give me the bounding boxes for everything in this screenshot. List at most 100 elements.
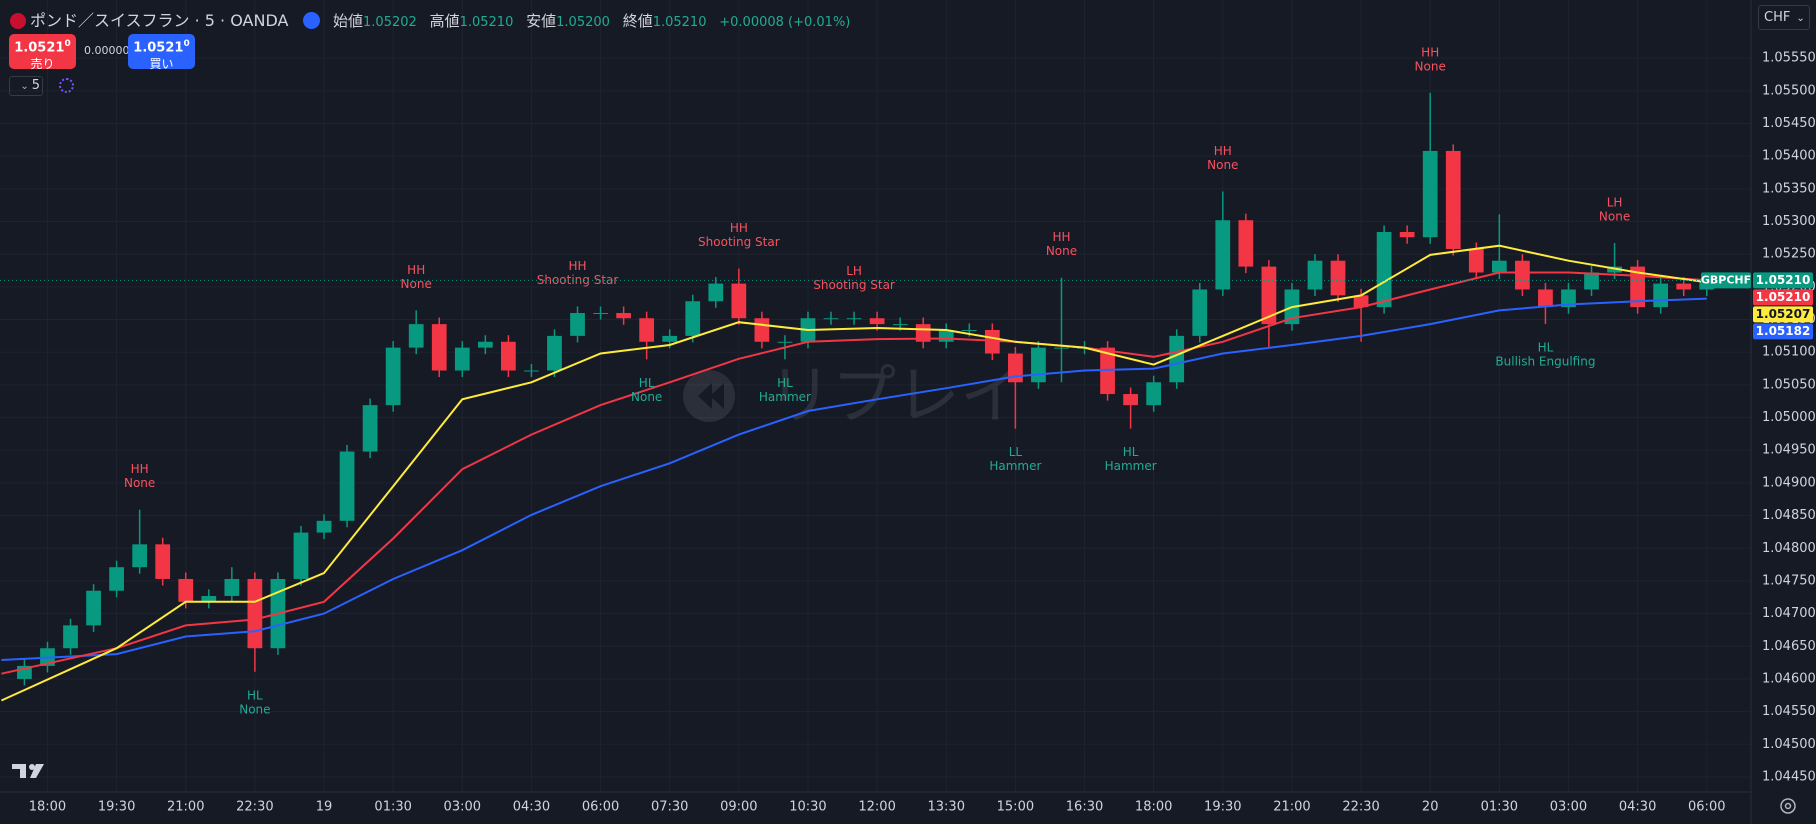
candle-body: [224, 578, 240, 596]
x-tick-label: 04:30: [513, 800, 550, 815]
x-tick-label: 13:30: [928, 800, 965, 815]
candle-body: [570, 313, 585, 336]
indicator-icon[interactable]: [59, 78, 74, 93]
y-tick-label: 1.05500: [1762, 83, 1816, 98]
currency-select[interactable]: CHF ⌄: [1758, 5, 1810, 30]
x-tick-label: 06:00: [582, 800, 619, 815]
change: +0.00008 (+0.01%): [719, 15, 851, 30]
candle-body: [639, 318, 655, 342]
interval-toggle[interactable]: ⌄ 5: [9, 76, 43, 96]
moving-average-line: [0, 244, 1707, 702]
candle-body: [1054, 347, 1069, 349]
candle-body: [155, 544, 171, 579]
candle-body: [1031, 347, 1046, 383]
y-tick-label: 1.04950: [1762, 443, 1816, 458]
sell-label[interactable]: 売り: [30, 57, 55, 72]
pivot-label: HH: [730, 221, 748, 235]
ohlc-high-label: 高値: [429, 12, 460, 30]
ohlc-low-value: 1.05200: [556, 15, 610, 30]
y-tick-label: 1.05550: [1762, 51, 1816, 66]
chevron[interactable]: ⌄: [1796, 13, 1805, 24]
candle-body: [1422, 150, 1438, 238]
replay-icon[interactable]: [303, 12, 321, 29]
tv-logo-part: [20, 764, 26, 778]
moving-average-line: [1, 271, 1707, 675]
pivot-pattern: None: [401, 277, 432, 291]
settings-gear-center[interactable]: [1784, 802, 1792, 810]
pivot-pattern: None: [239, 702, 270, 716]
candle-body: [593, 313, 608, 315]
pivot-label: LH: [1607, 196, 1623, 210]
candle-body: [846, 318, 862, 320]
candle-body: [1676, 283, 1692, 290]
pivot-label: HL: [247, 688, 263, 702]
ohlc-high-value: 1.05210: [459, 15, 514, 30]
y-tick-label: 1.04550: [1762, 704, 1816, 719]
sell-price[interactable]: 1.0521: [14, 40, 65, 56]
chevron[interactable]: ⌄: [20, 81, 29, 92]
candle-body: [178, 578, 194, 602]
x-tick-label: 06:00: [1688, 800, 1725, 815]
y-tick-label: 1.04900: [1762, 475, 1816, 490]
y-tick-label: 1.04750: [1762, 573, 1816, 588]
x-tick-label: 16:30: [1066, 800, 1103, 815]
x-tick-label: 19:30: [98, 800, 135, 815]
settings-gear[interactable]: [1780, 798, 1796, 814]
pivot-pattern: Shooting Star: [698, 235, 780, 249]
x-tick-label: 03:00: [1550, 800, 1587, 815]
price-badge-label: 1.05210: [1756, 290, 1811, 304]
x-tick-label: 01:30: [1481, 800, 1518, 815]
sell-button[interactable]: 1.05210 売り: [9, 34, 76, 72]
candle-body: [1468, 248, 1484, 273]
candle-body: [293, 532, 309, 579]
x-tick-label: 03:00: [444, 800, 481, 815]
candle-body: [1238, 220, 1254, 267]
candle-body: [477, 341, 493, 348]
moving-average-line: [1, 297, 1707, 661]
candle-body: [685, 301, 701, 336]
symbol-title: ポンド／スイスフラン · 5 · OANDA 始値1.05202 高値1.052…: [10, 7, 850, 31]
candle-body: [754, 318, 770, 342]
y-tick-label: 1.05400: [1762, 149, 1816, 164]
currency[interactable]: CHF: [1764, 10, 1791, 25]
buy-button[interactable]: 1.05210 買い: [128, 34, 195, 72]
candle-body: [1445, 150, 1461, 249]
candle-body: [1353, 295, 1369, 308]
candle-body: [247, 578, 263, 649]
y-tick-label: 1.05250: [1762, 247, 1816, 262]
sell-pip[interactable]: 0: [64, 39, 71, 49]
ohlc-close-value: 1.05210: [652, 15, 707, 30]
candle-body: [524, 370, 539, 372]
candle-body: [823, 318, 839, 320]
buy-label[interactable]: 買い: [149, 57, 174, 72]
candle-body: [1307, 260, 1323, 290]
candle-body: [501, 341, 516, 371]
pivot-pattern: None: [631, 390, 662, 404]
price-badge-label: 1.05210: [1756, 273, 1811, 287]
y-tick-label: 1.04600: [1762, 671, 1816, 686]
buy-price[interactable]: 1.0521: [133, 40, 184, 56]
candle-body: [731, 283, 747, 319]
x-tick-label: 15:00: [997, 800, 1034, 815]
candle-body: [1169, 335, 1185, 383]
flag-icon: [10, 13, 26, 29]
buy-pip[interactable]: 0: [183, 39, 190, 49]
pivot-pattern: Hammer: [989, 459, 1041, 473]
ohlc-low-label: 安値: [526, 12, 557, 30]
ohlc-open-label: 始値: [333, 12, 364, 30]
price-badge-label: 1.05207: [1756, 307, 1811, 321]
title-text: ポンド／スイスフラン · 5 · OANDA: [30, 11, 289, 30]
settings-icon[interactable]: [1780, 798, 1796, 814]
pivot-label: HH: [1052, 230, 1070, 244]
candle-body: [1491, 260, 1507, 273]
candle-body: [1653, 283, 1669, 308]
candle-body: [662, 335, 678, 342]
pivot-pattern: None: [1599, 210, 1630, 224]
interval[interactable]: 5: [31, 78, 40, 93]
x-tick-label: 09:00: [720, 800, 757, 815]
price-badge: [1753, 306, 1813, 323]
candle-body: [1584, 272, 1599, 290]
pivot-label: HH: [407, 263, 425, 277]
